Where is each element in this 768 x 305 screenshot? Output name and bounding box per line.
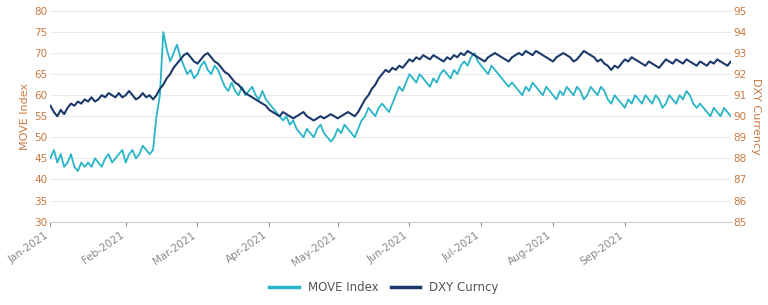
Y-axis label: DXY Currency: DXY Currency (751, 78, 761, 155)
Legend: MOVE Index, DXY Curncy: MOVE Index, DXY Curncy (264, 277, 504, 299)
Y-axis label: MOVE Index: MOVE Index (20, 83, 30, 150)
